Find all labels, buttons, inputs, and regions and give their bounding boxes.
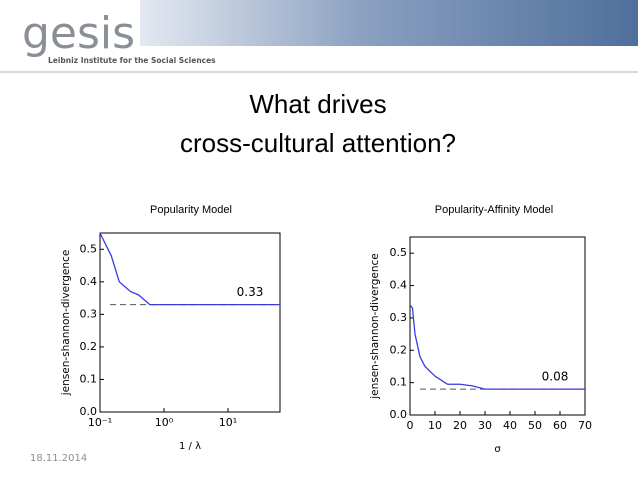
x-axis-label: 1 / λ	[179, 441, 201, 452]
y-tick-label: 0.5	[390, 246, 408, 259]
y-tick-label: 0.3	[390, 311, 408, 324]
header-band	[140, 0, 638, 46]
x-tick-label: 30	[478, 419, 492, 432]
slide-title: cross-cultural attention?	[180, 128, 456, 158]
x-tick-label: 70	[578, 419, 592, 432]
series-line	[99, 232, 280, 306]
tagline: Leibniz Institute for the Social Science…	[48, 56, 216, 65]
y-tick-label: 0.5	[80, 242, 98, 255]
y-tick-label: 0.2	[80, 340, 98, 353]
x-tick-label: 60	[553, 419, 567, 432]
chart-title: Popularity-Affinity Model	[435, 204, 553, 216]
chart-title: Popularity Model	[150, 204, 232, 216]
x-tick-label: 50	[528, 419, 542, 432]
x-axis-label: σ	[494, 444, 501, 455]
plot-frame	[99, 232, 281, 413]
date: 18.11.2014	[30, 453, 87, 464]
x-tick-label: 10⁰	[155, 416, 174, 429]
x-tick-label: 10¹	[219, 416, 237, 429]
y-axis-label: jensen-shannon-divergence	[369, 253, 381, 400]
x-tick-label: 10⁻¹	[88, 416, 112, 429]
y-tick-label: 0.0	[80, 405, 98, 418]
y-tick-label: 0.3	[80, 307, 98, 320]
y-tick-label: 0.2	[390, 343, 408, 356]
y-tick-label: 0.1	[390, 376, 408, 389]
reference-label: 0.08	[542, 370, 569, 384]
plot-frame	[409, 236, 586, 416]
x-tick-label: 10	[428, 419, 442, 432]
x-tick-label: 40	[503, 419, 517, 432]
y-tick-label: 0.4	[390, 279, 408, 292]
reference-label: 0.33	[237, 285, 264, 299]
y-axis-label: jensen-shannon-divergence	[60, 250, 72, 397]
y-tick-label: 0.0	[390, 408, 408, 421]
y-tick-label: 0.4	[80, 275, 98, 288]
y-tick-label: 0.1	[80, 372, 98, 385]
x-tick-label: 0	[407, 419, 414, 432]
series-line	[409, 304, 585, 390]
x-tick-label: 20	[453, 419, 467, 432]
slide-title: What drives	[249, 89, 386, 119]
logo: gesis	[22, 8, 135, 59]
